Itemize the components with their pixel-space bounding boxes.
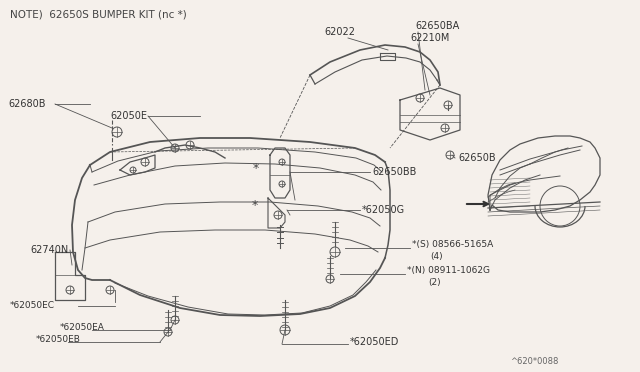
Text: *62050EA: *62050EA [60, 323, 105, 331]
Text: *: * [252, 199, 259, 212]
Text: 62650BA: 62650BA [415, 21, 460, 31]
Text: NOTE)  62650S BUMPER KIT (nc *): NOTE) 62650S BUMPER KIT (nc *) [10, 9, 187, 19]
Text: ^620*0088: ^620*0088 [510, 357, 558, 366]
Text: 62650BB: 62650BB [372, 167, 417, 177]
Text: *(N) 08911-1062G: *(N) 08911-1062G [407, 266, 490, 275]
Text: 62022: 62022 [324, 27, 355, 37]
Text: *: * [253, 161, 259, 174]
Text: *62050ED: *62050ED [350, 337, 399, 347]
Text: 62680B: 62680B [8, 99, 45, 109]
Text: *62050EC: *62050EC [10, 301, 55, 311]
Text: 62210M: 62210M [410, 33, 449, 43]
Text: *62050G: *62050G [362, 205, 405, 215]
Text: (4): (4) [430, 251, 443, 260]
Text: (2): (2) [428, 278, 440, 286]
Text: 62740N: 62740N [30, 245, 68, 255]
Text: 62650B: 62650B [458, 153, 495, 163]
Text: 62050E: 62050E [110, 111, 147, 121]
Text: *(S) 08566-5165A: *(S) 08566-5165A [412, 240, 493, 248]
Text: *62050EB: *62050EB [36, 336, 81, 344]
